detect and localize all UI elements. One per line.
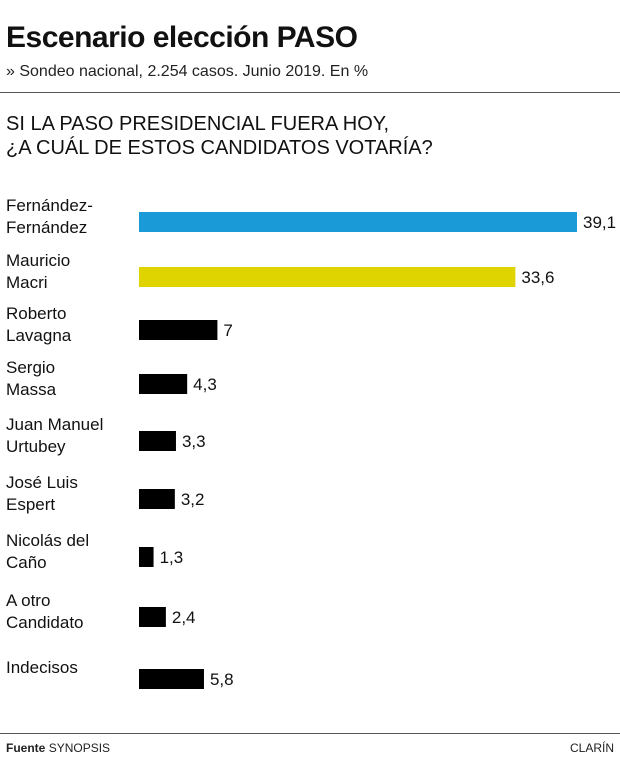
- bar: [139, 212, 577, 232]
- value-label: 33,6: [521, 268, 554, 287]
- category-label: Sergio Massa: [6, 358, 57, 399]
- value-label: 7: [223, 321, 232, 340]
- value-label: 4,3: [193, 375, 217, 394]
- bar: [139, 320, 218, 340]
- bar: [139, 669, 204, 689]
- category-label: Indecisos: [6, 658, 78, 677]
- value-label: 39,1: [583, 213, 616, 232]
- question-line-2: ¿A CUÁL DE ESTOS CANDIDATOS VOTARÍA?: [6, 137, 433, 159]
- source-name: SYNOPSIS: [48, 741, 111, 755]
- category-label: Roberto Lavagna: [6, 304, 72, 345]
- source-label: Fuente: [6, 741, 46, 755]
- category-label: Mauricio Macri: [6, 251, 70, 292]
- category-label: Fernández-Fernández: [6, 196, 93, 237]
- value-label: 2,4: [172, 608, 196, 627]
- bar: [139, 607, 166, 627]
- chart-subtitle: » Sondeo nacional, 2.254 casos. Junio 20…: [6, 63, 369, 80]
- brand-name: CLARÍN: [569, 741, 614, 755]
- category-label: Nicolás del Caño: [6, 531, 89, 572]
- value-label: 1,3: [160, 548, 184, 567]
- category-label: A otro Candidato: [6, 591, 84, 632]
- question-line-1: SI LA PASO PRESIDENCIAL FUERA HOY,: [6, 113, 390, 135]
- bar: [139, 489, 175, 509]
- category-label: Juan Manuel Urtubey: [6, 415, 103, 456]
- survey-question: SI LA PASO PRESIDENCIAL FUERA HOY, ¿A CU…: [6, 112, 606, 160]
- value-label: 5,8: [210, 670, 234, 689]
- footer: Fuente SYNOPSIS CLARÍN: [6, 741, 614, 755]
- bar: [139, 547, 154, 567]
- bottom-divider: [0, 733, 620, 734]
- bar-chart: Fernández-Fernández 39,1 Mauricio Macri 33,6…: [6, 196, 616, 689]
- value-label: 3,2: [181, 490, 205, 509]
- chart-title: Escenario elección PASO: [6, 21, 358, 54]
- source-credit: Fuente SYNOPSIS: [6, 741, 110, 755]
- bar: [139, 431, 176, 451]
- category-label: José Luis Espert: [6, 473, 78, 514]
- bar: [139, 267, 516, 287]
- value-label: 3,3: [182, 432, 206, 451]
- bar: [139, 374, 188, 394]
- top-divider: [0, 92, 620, 93]
